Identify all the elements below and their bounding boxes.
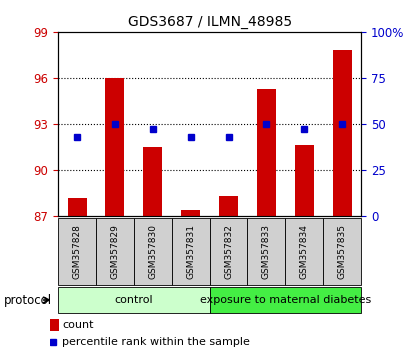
- Text: GSM357833: GSM357833: [262, 224, 271, 279]
- Text: percentile rank within the sample: percentile rank within the sample: [62, 337, 250, 347]
- Text: exposure to maternal diabetes: exposure to maternal diabetes: [200, 295, 371, 305]
- Bar: [210, 218, 247, 285]
- Text: GSM357835: GSM357835: [338, 224, 347, 279]
- Text: GSM357830: GSM357830: [148, 224, 157, 279]
- Bar: [134, 218, 172, 285]
- Bar: [181, 210, 200, 216]
- Text: count: count: [62, 320, 94, 330]
- Text: protocol: protocol: [4, 293, 52, 307]
- Bar: [105, 78, 124, 216]
- Bar: [286, 218, 323, 285]
- Text: GSM357828: GSM357828: [73, 224, 81, 279]
- Text: GSM357832: GSM357832: [224, 224, 233, 279]
- Bar: [172, 218, 210, 285]
- Bar: [96, 218, 134, 285]
- Text: GSM357831: GSM357831: [186, 224, 195, 279]
- Bar: [58, 287, 210, 313]
- Bar: [257, 88, 276, 216]
- Text: GSM357829: GSM357829: [110, 224, 120, 279]
- Text: control: control: [115, 295, 153, 305]
- Bar: [295, 145, 314, 216]
- Bar: [333, 50, 352, 216]
- Bar: [210, 287, 361, 313]
- Bar: [50, 319, 59, 331]
- Text: GSM357834: GSM357834: [300, 224, 309, 279]
- Title: GDS3687 / ILMN_48985: GDS3687 / ILMN_48985: [127, 16, 292, 29]
- Bar: [323, 218, 361, 285]
- Bar: [68, 198, 86, 216]
- Bar: [219, 196, 238, 216]
- Bar: [143, 147, 162, 216]
- Bar: [58, 218, 96, 285]
- Bar: [247, 218, 285, 285]
